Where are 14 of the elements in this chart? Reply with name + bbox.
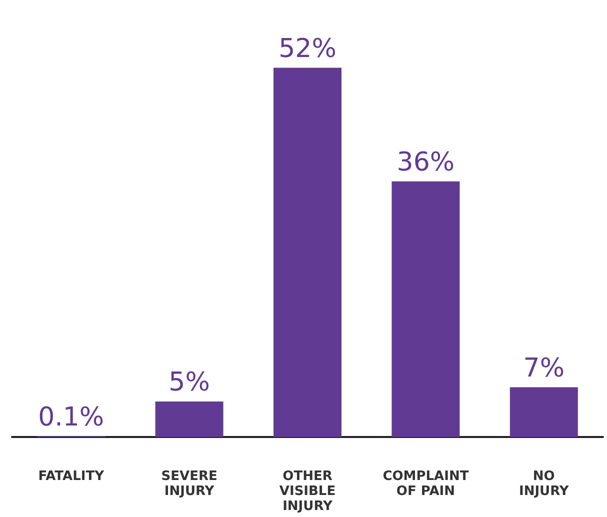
x-tick-label: SEVERE INJURY xyxy=(161,469,218,499)
bar xyxy=(510,387,578,437)
data-label: 7% xyxy=(523,353,565,384)
x-tick-label: NO INJURY xyxy=(518,469,570,499)
bar xyxy=(392,181,460,437)
bar xyxy=(274,68,342,437)
x-tick-label: COMPLAINT OF PAIN xyxy=(382,469,469,499)
bar xyxy=(155,402,224,437)
data-label: 5% xyxy=(168,368,210,398)
x-tick-label: OTHER VISIBLE INJURY xyxy=(279,469,336,514)
data-label: 36% xyxy=(396,147,455,178)
x-tick-label: FATALITY xyxy=(38,469,105,484)
data-label: 52% xyxy=(278,34,336,64)
data-label: 0.1% xyxy=(38,402,104,432)
